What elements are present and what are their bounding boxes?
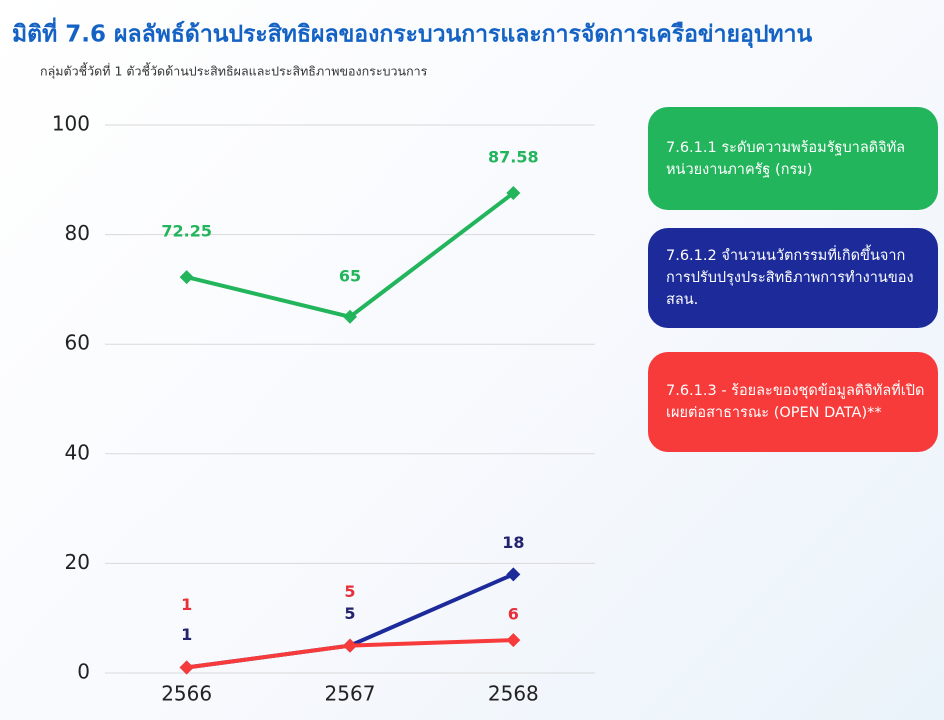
x-tick-label: 2567 bbox=[325, 682, 376, 706]
chart-title: มิติที่ 7.6 ผลลัพธ์ด้านประสิทธิผลของกระบ… bbox=[12, 17, 812, 49]
marker bbox=[343, 309, 357, 324]
marker bbox=[343, 638, 357, 653]
x-tick-label: 2566 bbox=[161, 682, 212, 706]
series-line bbox=[186, 191, 515, 319]
x-tick-label: 2568 bbox=[488, 682, 539, 706]
data-label: 6 bbox=[508, 605, 519, 624]
chart-subtitle: กลุ่มตัวชี้วัดที่ 1 ตัวชี้วัดด้านประสิทธ… bbox=[40, 62, 428, 80]
y-tick-label: 0 bbox=[77, 660, 90, 684]
marker bbox=[179, 660, 194, 675]
legend-item: 7.6.1.2 จำนวนนวัตกรรมที่เกิดขึ้นจากการปร… bbox=[648, 228, 938, 328]
legend-item: 7.6.1.1 ระดับความพร้อมรัฐบาลดิจิทัลหน่วย… bbox=[648, 107, 938, 210]
data-label: 1 bbox=[181, 625, 192, 644]
data-label: 87.58 bbox=[488, 148, 539, 167]
marker bbox=[506, 567, 521, 582]
data-label: 5 bbox=[344, 582, 355, 601]
legend-item: 7.6.1.3 - ร้อยละของชุดข้อมูลดิจิทัลที่เป… bbox=[648, 352, 938, 452]
y-tick-label: 20 bbox=[65, 550, 90, 574]
data-label: 5 bbox=[344, 604, 355, 623]
data-label: 65 bbox=[339, 266, 361, 285]
y-tick-label: 60 bbox=[65, 331, 90, 355]
y-tick-label: 100 bbox=[52, 112, 90, 136]
data-label: 72.25 bbox=[161, 222, 212, 241]
marker bbox=[506, 633, 521, 648]
y-tick-label: 80 bbox=[65, 221, 90, 245]
marker bbox=[179, 270, 194, 285]
y-tick-label: 40 bbox=[65, 440, 90, 464]
marker bbox=[506, 186, 521, 201]
data-label: 18 bbox=[502, 533, 524, 552]
data-label: 1 bbox=[181, 595, 192, 614]
